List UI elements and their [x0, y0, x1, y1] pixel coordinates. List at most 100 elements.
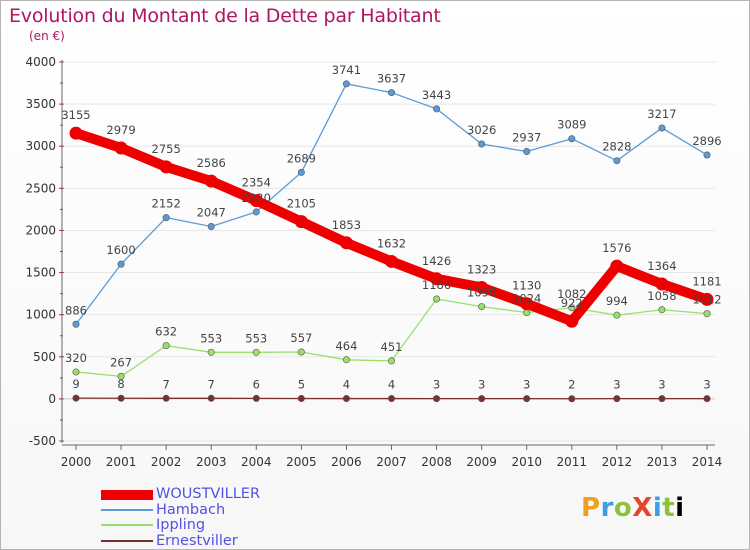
- data-label-hambach-2014: 2896: [692, 134, 721, 148]
- point-ippling-2005: [297, 348, 305, 356]
- data-label-ernestviller-2003: 7: [208, 377, 215, 391]
- legend-swatch-hambach: [101, 508, 153, 511]
- data-label-hambach-2008: 3443: [422, 88, 451, 102]
- legend-label-woustviller: WOUSTVILLER: [156, 486, 261, 502]
- x-tick-label: 2002: [151, 455, 182, 469]
- x-tick-label: 2001: [106, 455, 137, 469]
- x-tick-label: 2007: [376, 455, 407, 469]
- point-ippling-2009: [478, 303, 486, 311]
- point-ernestviller-2005: [297, 394, 305, 402]
- data-label-ippling-2003: 553: [200, 331, 222, 345]
- proxiti-logo: ProXiti: [581, 493, 685, 523]
- data-label-ernestviller-2006: 4: [343, 378, 350, 392]
- data-label-ernestviller-2012: 3: [613, 378, 620, 392]
- data-label-hambach-2000: 886: [65, 303, 87, 317]
- point-ernestviller-2013: [658, 395, 666, 403]
- data-label-woustviller-2006: 1853: [332, 218, 361, 232]
- data-label-woustviller-2002: 2755: [152, 142, 181, 156]
- point-ippling-2002: [162, 342, 170, 350]
- x-tick-label: 2013: [647, 455, 678, 469]
- x-tick-label: 2012: [602, 455, 633, 469]
- data-label-ernestviller-2002: 7: [162, 377, 169, 391]
- x-tick-label: 2004: [241, 455, 272, 469]
- data-label-hambach-2001: 1600: [106, 243, 135, 257]
- data-label-woustviller-2007: 1632: [377, 236, 406, 250]
- data-label-hambach-2009: 3026: [467, 123, 496, 137]
- x-tick-label: 2010: [511, 455, 542, 469]
- chart-title: Evolution du Montant de la Dette par Hab…: [9, 5, 441, 27]
- data-label-hambach-2013: 3217: [647, 107, 676, 121]
- data-label-ernestviller-2001: 8: [117, 377, 124, 391]
- y-tick-label: 500: [33, 350, 56, 364]
- point-hambach-2003: [207, 222, 215, 230]
- point-woustviller-2007: [385, 254, 398, 268]
- point-ippling-2006: [342, 356, 350, 364]
- point-woustviller-2013: [655, 277, 669, 291]
- data-label-ernestviller-2005: 5: [298, 377, 305, 391]
- point-woustviller-2008: [430, 272, 444, 286]
- x-tick-label: 2008: [421, 455, 452, 469]
- data-label-ernestviller-2011: 2: [568, 378, 575, 392]
- point-woustviller-2002: [159, 160, 173, 174]
- point-woustviller-2014: [700, 292, 714, 306]
- data-label-ippling-2002: 632: [155, 325, 177, 339]
- data-label-woustviller-2010: 1130: [512, 279, 541, 293]
- point-hambach-2013: [658, 124, 666, 132]
- point-ippling-2013: [658, 306, 666, 314]
- logo-letter: i: [652, 493, 663, 523]
- data-label-hambach-2005: 2689: [287, 151, 316, 165]
- point-ippling-2014: [703, 310, 711, 318]
- point-woustviller-2009: [475, 280, 489, 294]
- logo-letter: t: [662, 493, 676, 523]
- data-label-woustviller-2003: 2586: [197, 156, 226, 170]
- point-hambach-2007: [387, 89, 395, 97]
- x-tick-label: 2011: [557, 455, 588, 469]
- point-woustviller-2012: [610, 259, 624, 273]
- y-tick-label: 1500: [25, 266, 56, 280]
- x-tick-label: 2006: [331, 455, 362, 469]
- point-woustviller-2001: [114, 141, 128, 155]
- data-label-woustviller-2011: 922: [561, 296, 583, 310]
- data-label-ernestviller-2010: 3: [523, 378, 530, 392]
- data-label-ippling-2005: 557: [290, 331, 312, 345]
- point-ippling-2000: [72, 368, 80, 376]
- point-ernestviller-2003: [207, 394, 215, 402]
- point-hambach-2010: [523, 148, 531, 156]
- point-hambach-2001: [117, 260, 125, 268]
- data-label-hambach-2012: 2828: [602, 140, 631, 154]
- data-label-hambach-2010: 2937: [512, 131, 541, 145]
- point-hambach-2002: [162, 214, 170, 222]
- data-label-ippling-2012: 994: [606, 294, 628, 308]
- data-label-woustviller-2009: 1323: [467, 262, 496, 276]
- y-tick-label: 4000: [25, 55, 56, 69]
- point-woustviller-2003: [204, 174, 218, 188]
- point-ippling-2008: [433, 295, 441, 303]
- data-label-ernestviller-2007: 4: [388, 378, 395, 392]
- data-label-woustviller-2014: 1181: [692, 274, 721, 288]
- chart-unit-label: (en €): [29, 29, 65, 43]
- point-ernestviller-2001: [117, 394, 125, 402]
- point-hambach-2012: [613, 157, 621, 165]
- point-hambach-2005: [297, 168, 305, 176]
- data-label-woustviller-2004: 2354: [242, 176, 271, 190]
- y-tick-label: 2000: [25, 223, 56, 237]
- x-tick-label: 2000: [61, 455, 92, 469]
- point-hambach-2004: [252, 208, 260, 216]
- data-label-ippling-2011: 1082: [557, 287, 586, 301]
- y-tick-label: 1000: [25, 308, 56, 322]
- logo-letter: o: [613, 493, 633, 523]
- data-label-hambach-2002: 2152: [152, 197, 181, 211]
- data-label-layer: 3155297927552586235421051853163214261323…: [61, 63, 721, 392]
- point-ippling-2001: [117, 372, 125, 380]
- point-hambach-2014: [703, 151, 711, 159]
- data-label-ippling-2009: 1096: [467, 286, 496, 300]
- point-ernestviller-2008: [433, 395, 441, 403]
- point-ippling-2011: [568, 304, 576, 312]
- y-tick-label: 3000: [25, 139, 56, 153]
- x-tick-label: 2003: [196, 455, 227, 469]
- point-ernestviller-2002: [162, 394, 170, 402]
- legend-label-ippling: Ippling: [156, 517, 206, 533]
- data-label-ippling-2008: 1186: [422, 278, 451, 292]
